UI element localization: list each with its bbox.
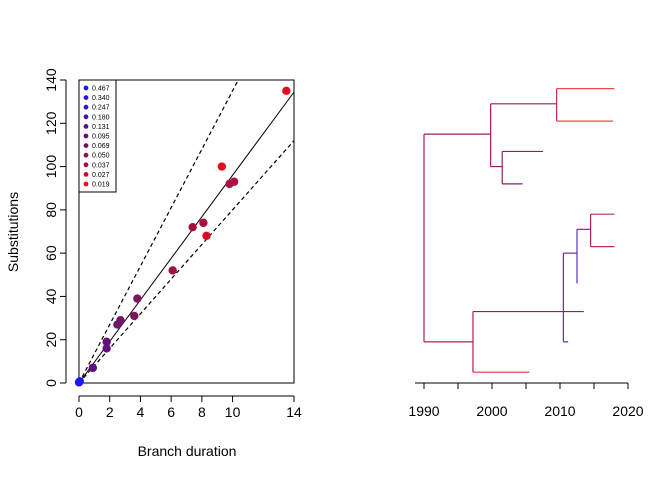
legend-label: 0.131 — [92, 124, 110, 131]
legend-marker — [83, 181, 89, 187]
legend-label: 0.095 — [92, 134, 110, 141]
legend-label: 0.019 — [92, 182, 110, 189]
legend-label: 0.247 — [92, 105, 110, 112]
x-tick-label: 0 — [75, 404, 83, 420]
legend-marker — [83, 152, 89, 158]
y-tick-label: 60 — [43, 245, 59, 261]
lower-band-line — [78, 140, 295, 384]
legend-label: 0.050 — [92, 153, 110, 160]
x-tick-label: 2 — [106, 404, 114, 420]
time-tick-label: 2020 — [612, 403, 643, 419]
legend-marker — [83, 172, 89, 177]
legend-label: 0.467 — [92, 86, 110, 93]
time-tick-label: 2000 — [476, 403, 507, 419]
upper-band-line — [78, 79, 239, 384]
data-point — [75, 377, 84, 386]
scatter-plot-frame — [78, 79, 295, 384]
fit-line-group — [78, 91, 295, 384]
y-tick-label: 40 — [43, 288, 59, 304]
tree-branches — [423, 88, 615, 373]
data-point — [282, 86, 291, 96]
x-axis: 0 2 4 6 8 10 14 — [75, 395, 302, 420]
x-tick-label: 8 — [198, 404, 206, 420]
data-point — [88, 363, 98, 373]
x-tick-label: 10 — [225, 404, 241, 420]
data-point — [202, 231, 211, 241]
legend-label: 0.069 — [92, 143, 110, 150]
y-tick-label: 100 — [43, 155, 59, 179]
data-point — [217, 162, 227, 171]
y-tick-label: 140 — [43, 68, 59, 92]
time-tick-label: 2010 — [544, 403, 575, 419]
fit-line — [78, 91, 295, 384]
legend-label: 0.180 — [92, 114, 110, 121]
data-point — [102, 337, 111, 347]
data-point — [130, 311, 139, 321]
data-point — [188, 222, 197, 232]
x-tick-label: 14 — [286, 404, 302, 420]
x-axis-title: Branch duration — [138, 443, 237, 459]
legend-label: 0.037 — [92, 162, 110, 169]
tree-panel: 1990 2000 2010 2020 — [408, 88, 644, 419]
legend: 0.467 0.340 0.247 0.180 0.131 0.095 0.069 0.050… — [78, 79, 117, 193]
legend-label: 0.340 — [92, 95, 110, 102]
y-tick-label: 120 — [43, 111, 59, 135]
legend-label: 0.027 — [92, 172, 110, 179]
data-point — [199, 218, 208, 228]
legend-marker — [83, 85, 89, 91]
time-tick-label: 1990 — [408, 403, 439, 419]
x-tick-label: 6 — [167, 404, 175, 420]
scatter-points — [74, 86, 291, 387]
data-point — [229, 177, 239, 186]
legend-marker — [83, 162, 89, 168]
data-point — [102, 344, 111, 353]
legend-marker — [83, 133, 89, 139]
y-tick-label: 20 — [43, 332, 59, 348]
data-point — [168, 266, 177, 275]
x-tick-label: 4 — [137, 404, 145, 420]
y-tick-label: 80 — [43, 202, 59, 218]
time-axis: 1990 2000 2010 2020 — [408, 382, 644, 419]
legend-marker — [83, 114, 89, 120]
legend-marker — [83, 143, 89, 149]
y-tick-label: 0 — [43, 379, 59, 387]
data-point — [116, 316, 125, 325]
legend-marker — [83, 95, 89, 100]
legend-marker — [83, 104, 89, 110]
prediction-bands — [78, 79, 295, 384]
y-axis-title: Substitutions — [5, 192, 21, 272]
legend-marker — [83, 124, 89, 129]
y-axis: 0 20 40 60 80 100 120 140 — [43, 68, 67, 387]
data-point — [133, 294, 142, 303]
